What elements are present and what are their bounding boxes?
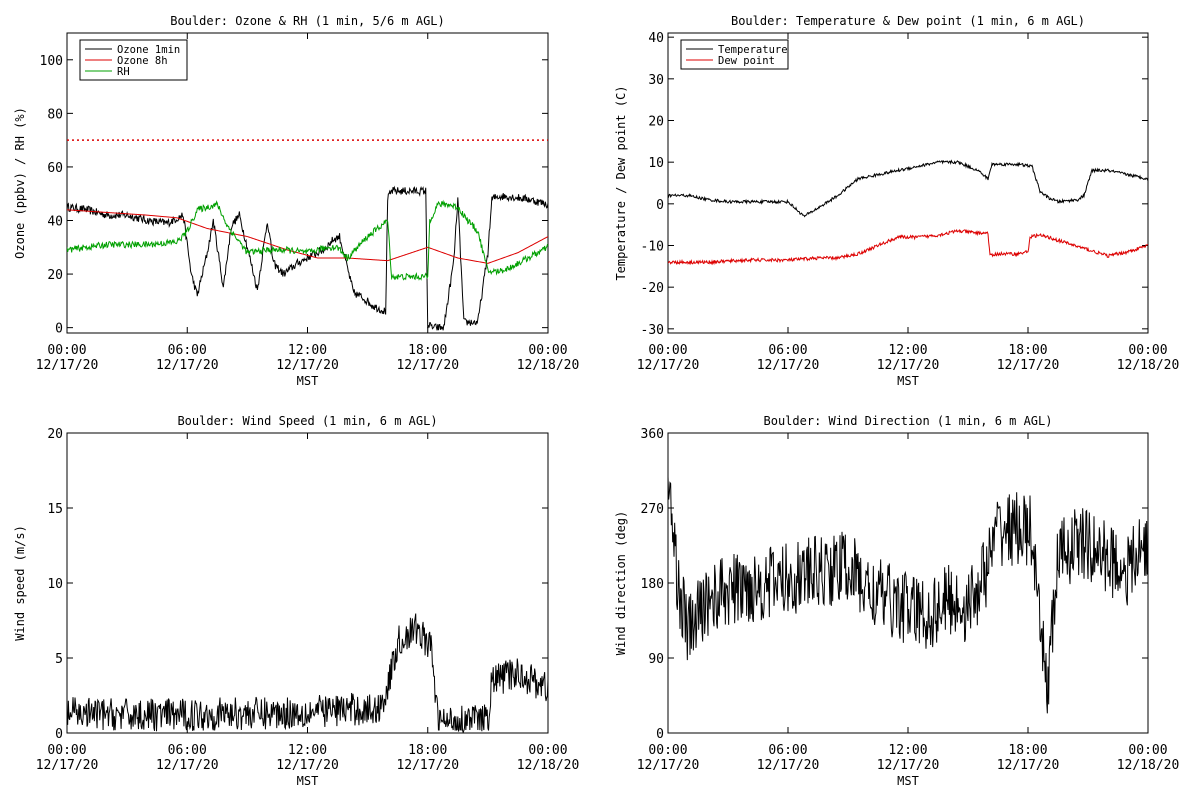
series-line-series-1 bbox=[67, 613, 548, 733]
series-line-ozone-1min bbox=[67, 185, 548, 331]
y-axis-label: Temperature / Dew point (C) bbox=[614, 85, 628, 280]
x-tick-date-label: 12/17/20 bbox=[997, 358, 1060, 373]
y-axis-label: Wind speed (m/s) bbox=[13, 525, 27, 641]
x-tick-time-label: 12:00 bbox=[288, 743, 327, 758]
y-tick-label: 10 bbox=[648, 156, 664, 171]
x-tick-date-label: 12/17/20 bbox=[997, 758, 1060, 773]
x-tick-date-label: 12/17/20 bbox=[877, 358, 940, 373]
x-tick-time-label: 06:00 bbox=[768, 343, 807, 358]
y-tick-label: 360 bbox=[641, 427, 664, 442]
x-tick-time-label: 00:00 bbox=[648, 743, 687, 758]
x-tick-time-label: 06:00 bbox=[168, 343, 207, 358]
x-tick-time-label: 18:00 bbox=[1008, 343, 1047, 358]
y-tick-label: 20 bbox=[648, 115, 664, 130]
series-line-dew-point bbox=[668, 228, 1148, 266]
chart-panel-1: Boulder: Ozone & RH (1 min, 5/6 m AGL) 0 2… bbox=[13, 14, 579, 388]
chart-panel-4: Boulder: Wind Direction (1 min, 6 m AGL)… bbox=[614, 414, 1179, 788]
x-tick-date-label: 12/18/20 bbox=[517, 758, 580, 773]
y-tick-label: 15 bbox=[47, 502, 63, 517]
y-axis-label: Ozone (ppbv) / RH (%) bbox=[13, 107, 27, 259]
x-tick-date-label: 12/17/20 bbox=[637, 758, 700, 773]
x-axis-label: MST bbox=[297, 374, 319, 388]
y-tick-label: 60 bbox=[47, 161, 63, 176]
x-tick-date-label: 12/17/20 bbox=[877, 758, 940, 773]
y-tick-label: 40 bbox=[648, 31, 664, 46]
x-tick-time-label: 00:00 bbox=[528, 343, 567, 358]
legend-entry-label: Ozone 8h bbox=[117, 55, 168, 67]
x-tick-date-label: 12/18/20 bbox=[1117, 358, 1180, 373]
plot-frame bbox=[66, 432, 549, 734]
x-tick-date-label: 12/17/20 bbox=[276, 358, 339, 373]
legend-box bbox=[680, 39, 789, 70]
chart-title: Boulder: Ozone & RH (1 min, 5/6 m AGL) bbox=[170, 14, 445, 28]
y-tick-label: 270 bbox=[641, 502, 664, 517]
x-tick-time-label: 12:00 bbox=[888, 343, 927, 358]
plot-frame bbox=[667, 32, 1149, 334]
x-tick-time-label: 06:00 bbox=[168, 743, 207, 758]
chart-title: Boulder: Wind Speed (1 min, 6 m AGL) bbox=[177, 414, 437, 428]
x-axis-label: MST bbox=[897, 774, 919, 788]
y-tick-label: 90 bbox=[648, 652, 664, 667]
y-tick-label: -10 bbox=[641, 240, 664, 255]
y-tick-label: 180 bbox=[641, 577, 664, 592]
y-tick-label: 0 bbox=[55, 322, 63, 337]
x-tick-date-label: 12/17/20 bbox=[396, 758, 459, 773]
x-tick-date-label: 12/17/20 bbox=[156, 358, 219, 373]
y-tick-label: -20 bbox=[641, 281, 664, 296]
y-tick-label: -30 bbox=[641, 323, 664, 338]
x-tick-time-label: 06:00 bbox=[768, 743, 807, 758]
y-tick-label: 40 bbox=[47, 215, 63, 230]
x-axis-label: MST bbox=[297, 774, 319, 788]
x-tick-date-label: 12/18/20 bbox=[1117, 758, 1180, 773]
x-tick-date-label: 12/17/20 bbox=[757, 758, 820, 773]
x-tick-time-label: 00:00 bbox=[47, 743, 86, 758]
y-tick-label: 0 bbox=[656, 198, 664, 213]
x-tick-time-label: 18:00 bbox=[1008, 743, 1047, 758]
x-tick-date-label: 12/17/20 bbox=[156, 758, 219, 773]
chart-title: Boulder: Temperature & Dew point (1 min,… bbox=[731, 14, 1085, 28]
series-line-ozone-8h bbox=[67, 209, 548, 264]
x-tick-time-label: 18:00 bbox=[408, 343, 447, 358]
legend-entry-label: RH bbox=[117, 66, 130, 78]
x-tick-time-label: 00:00 bbox=[648, 343, 687, 358]
y-tick-label: 0 bbox=[656, 727, 664, 742]
chart-title: Boulder: Wind Direction (1 min, 6 m AGL) bbox=[764, 414, 1053, 428]
x-tick-time-label: 00:00 bbox=[1128, 343, 1167, 358]
x-tick-time-label: 00:00 bbox=[47, 343, 86, 358]
chart-panel-2: Boulder: Temperature & Dew point (1 min,… bbox=[614, 14, 1179, 388]
x-tick-date-label: 12/17/20 bbox=[36, 358, 99, 373]
legend-entry-label: Temperature bbox=[718, 44, 788, 56]
legend-entry-label: Dew point bbox=[718, 55, 775, 67]
y-axis-label: Wind direction (deg) bbox=[614, 511, 628, 656]
y-tick-label: 30 bbox=[648, 73, 664, 88]
x-tick-date-label: 12/18/20 bbox=[517, 358, 580, 373]
y-tick-label: 80 bbox=[47, 107, 63, 122]
x-axis-label: MST bbox=[897, 374, 919, 388]
y-tick-label: 20 bbox=[47, 268, 63, 283]
x-tick-date-label: 12/17/20 bbox=[36, 758, 99, 773]
series-line-rh bbox=[67, 199, 548, 281]
x-tick-time-label: 00:00 bbox=[1128, 743, 1167, 758]
series-line-series-1 bbox=[668, 476, 1148, 714]
x-tick-time-label: 12:00 bbox=[888, 743, 927, 758]
y-tick-label: 20 bbox=[47, 427, 63, 442]
y-tick-label: 0 bbox=[55, 727, 63, 742]
x-tick-date-label: 12/17/20 bbox=[276, 758, 339, 773]
x-tick-time-label: 00:00 bbox=[528, 743, 567, 758]
x-tick-time-label: 18:00 bbox=[408, 743, 447, 758]
legend-entry-label: Ozone 1min bbox=[117, 44, 180, 56]
y-tick-label: 10 bbox=[47, 577, 63, 592]
x-tick-time-label: 12:00 bbox=[288, 343, 327, 358]
x-tick-date-label: 12/17/20 bbox=[757, 358, 820, 373]
x-tick-date-label: 12/17/20 bbox=[396, 358, 459, 373]
y-tick-label: 5 bbox=[55, 652, 63, 667]
x-tick-date-label: 12/17/20 bbox=[637, 358, 700, 373]
series-line-temperature bbox=[668, 159, 1148, 218]
chart-panel-3: Boulder: Wind Speed (1 min, 6 m AGL) 0 5 10… bbox=[13, 414, 579, 788]
y-tick-label: 100 bbox=[40, 54, 63, 69]
